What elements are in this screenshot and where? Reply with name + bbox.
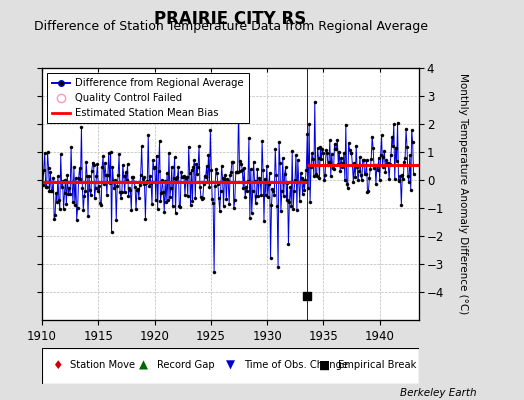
Legend: Difference from Regional Average, Quality Control Failed, Estimated Station Mean: Difference from Regional Average, Qualit…	[47, 73, 248, 123]
Text: ▲: ▲	[139, 359, 148, 372]
Text: Difference of Station Temperature Data from Regional Average: Difference of Station Temperature Data f…	[34, 20, 428, 33]
Text: Record Gap: Record Gap	[157, 360, 215, 370]
Text: PRAIRIE CITY RS: PRAIRIE CITY RS	[155, 10, 307, 28]
FancyBboxPatch shape	[42, 348, 419, 384]
Text: ■: ■	[319, 359, 331, 372]
Text: Station Move: Station Move	[70, 360, 135, 370]
Text: Berkeley Earth: Berkeley Earth	[400, 388, 477, 398]
Text: Empirical Break: Empirical Break	[338, 360, 417, 370]
Text: Time of Obs. Change: Time of Obs. Change	[244, 360, 348, 370]
Y-axis label: Monthly Temperature Anomaly Difference (°C): Monthly Temperature Anomaly Difference (…	[458, 73, 468, 315]
Text: ▼: ▼	[226, 359, 235, 372]
Text: ♦: ♦	[52, 359, 62, 372]
